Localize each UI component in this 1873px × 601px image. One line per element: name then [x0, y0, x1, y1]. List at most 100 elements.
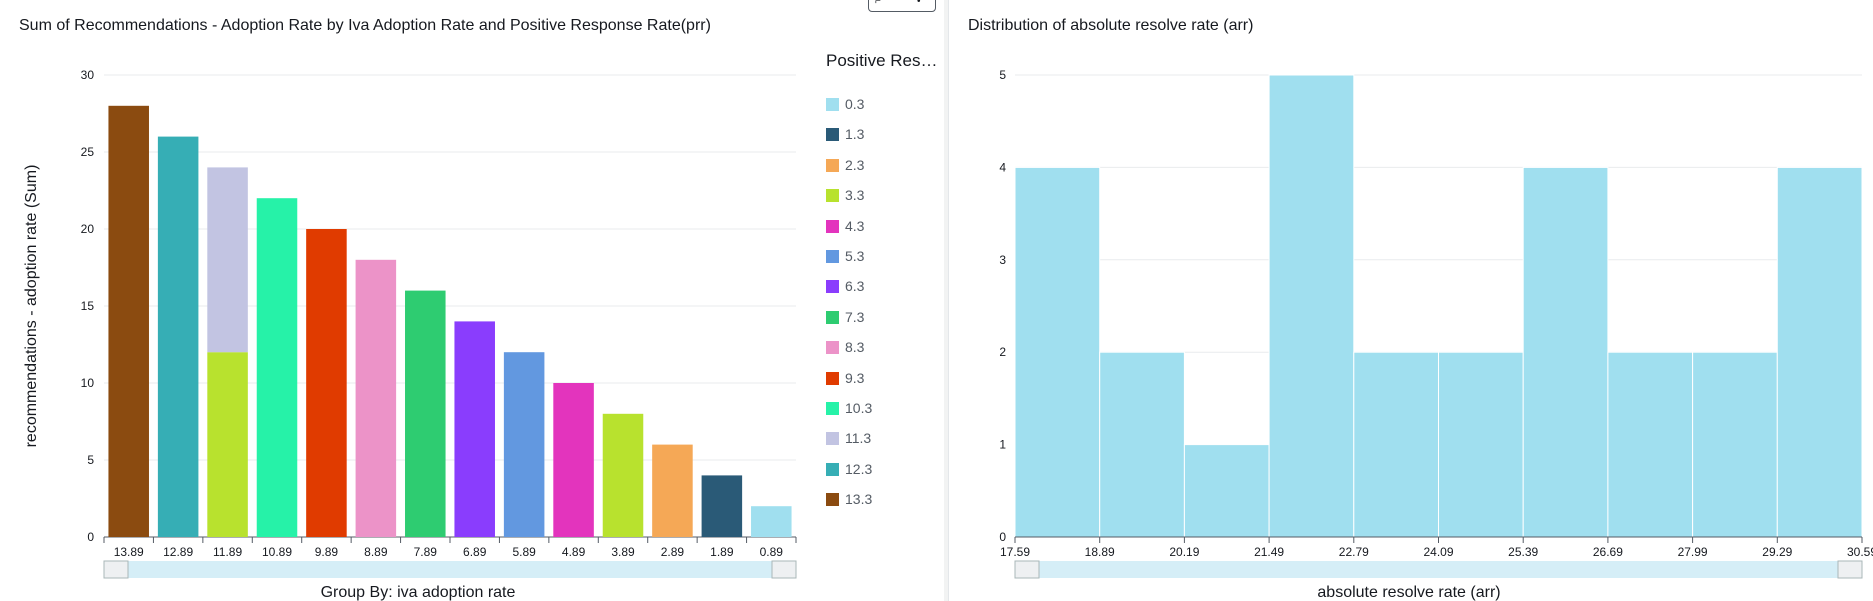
histogram-bar: [1607, 351, 1694, 538]
bar-segment: [355, 259, 397, 537]
panel-divider: [944, 0, 948, 601]
x-tick-label: 4.89: [562, 545, 586, 559]
scroll-track: [1015, 561, 1862, 578]
x-tick-label: 26.69: [1593, 545, 1623, 559]
scroll-handle-left: [103, 560, 129, 579]
left-chart-title: Sum of Recommendations - Adoption Rate b…: [19, 17, 711, 34]
legend-item[interactable]: 8.3: [826, 339, 864, 355]
x-tick-label: 13.89: [114, 545, 144, 559]
bar-segment: [751, 506, 792, 537]
legend-label: 5.3: [845, 248, 865, 264]
bar-segment: [454, 321, 495, 537]
x-tick-label: 10.89: [262, 545, 292, 559]
legend-label: 7.3: [845, 308, 865, 325]
x-tick-label: 3.89: [611, 545, 635, 559]
left-chart-panel: Sum of Recommendations - Adoption Rate b…: [19, 0, 945, 601]
x-tick-label: 0.89: [760, 545, 784, 559]
scroll-handle-right: [1837, 560, 1863, 579]
legend-swatch: [826, 493, 839, 507]
legend-label: 13.3: [845, 491, 873, 508]
bar-segment: [306, 229, 347, 537]
bar-segment: [701, 475, 743, 537]
panel-menu-button[interactable]: ⌐ •: [868, 0, 936, 12]
bar-segment: [652, 444, 693, 537]
legend-label: 12.3: [845, 460, 873, 477]
bar-segment: [256, 198, 298, 537]
histogram-bar: [1438, 351, 1524, 538]
x-tick-label: 25.39: [1508, 545, 1538, 559]
y-tick-label: 30: [81, 68, 95, 82]
legend-item[interactable]: 12.3: [826, 461, 872, 477]
y-tick-label: 1: [999, 438, 1006, 452]
legend-label: 3.3: [845, 187, 865, 204]
bar-segment: [157, 136, 199, 537]
legend-swatch: [826, 432, 839, 446]
histogram-bar: [1183, 444, 1270, 538]
right-chart-title: Distribution of absolute resolve rate (a…: [968, 17, 1254, 34]
legend-swatch: [826, 371, 839, 385]
legend-label: 4.3: [845, 217, 865, 234]
y-tick-label: 15: [81, 299, 95, 313]
x-tick-label: 21.49: [1254, 545, 1284, 559]
y-tick-label: 5: [87, 453, 94, 467]
legend-label: 8.3: [845, 339, 865, 356]
y-axis-label: recommendations - adoption rate (Sum): [23, 165, 40, 448]
histogram-bar: [1522, 166, 1609, 538]
bar-segment: [602, 413, 644, 537]
legend-title: Positive Res…: [826, 51, 938, 70]
x-tick-label: 9.89: [315, 545, 339, 559]
y-tick-label: 20: [81, 222, 95, 236]
x-tick-label: 27.99: [1678, 545, 1708, 559]
histogram-chart: 0 1 2 3 4 5 17.59 18.89 20.19 21.49 22.79 24.09 25.3…: [999, 68, 1873, 601]
legend-swatch: [826, 98, 839, 111]
legend-swatch: [826, 310, 839, 324]
legend-swatch: [826, 189, 839, 203]
legend-item[interactable]: 6.3: [826, 278, 864, 294]
bar-segment: [503, 352, 545, 537]
legend-item[interactable]: 11.3: [826, 430, 871, 446]
legend-swatch: [826, 462, 839, 476]
right-chart-panel: Distribution of absolute resolve rate (a…: [948, 0, 1873, 601]
legend-item[interactable]: 2.3: [826, 157, 864, 173]
legend-item[interactable]: 9.3: [826, 370, 864, 386]
y-tick-label: 3: [999, 253, 1006, 267]
legend-item[interactable]: 7.3: [826, 309, 864, 325]
legend-swatch: [826, 158, 839, 172]
x-tick-label: 18.89: [1085, 545, 1115, 559]
legend-swatch: [826, 128, 839, 142]
legend-item[interactable]: 1.3: [826, 126, 864, 142]
legend-swatch: [826, 219, 839, 233]
legend-item[interactable]: 13.3: [826, 491, 872, 507]
x-tick-label: 30.59: [1847, 545, 1873, 559]
legend-label: 2.3: [845, 156, 865, 173]
histogram-bar: [1776, 166, 1863, 538]
legend-swatch: [826, 280, 839, 294]
legend-swatch: [826, 402, 839, 415]
legend-label: 6.3: [845, 278, 865, 295]
stacked-bar-chart: 0 5 10 15 20 25 30 13.89 12.89 11.89 10.89 9.89 8.89…: [23, 68, 797, 601]
bar-segment: [108, 105, 149, 538]
legend-item[interactable]: 3.3: [826, 187, 864, 203]
y-tick-label: 5: [999, 68, 1006, 82]
x-tick-label: 7.89: [414, 545, 438, 559]
legend-label: 0.3: [845, 96, 865, 112]
bar-segment: [405, 290, 446, 537]
legend-item[interactable]: 10.3: [826, 400, 872, 416]
x-tick-label: 5.89: [512, 545, 536, 559]
x-tick-label: 22.79: [1339, 545, 1369, 559]
legend-item[interactable]: 4.3: [826, 218, 864, 234]
y-tick-label: 4: [999, 160, 1006, 174]
more-options-icon: •: [917, 0, 921, 7]
legend-label: 1.3: [845, 126, 865, 143]
expand-icon: ⌐: [875, 0, 881, 7]
legend-swatch: [826, 341, 839, 355]
legend-item[interactable]: 0.3: [826, 96, 864, 112]
x-tick-label: 6.89: [463, 545, 487, 559]
bar-segment: [207, 352, 248, 537]
legend-item[interactable]: 5.3: [826, 248, 864, 264]
x-tick-label: 1.89: [710, 545, 734, 559]
legend-swatch: [826, 250, 839, 263]
histogram-bar: [1014, 166, 1101, 538]
histogram-bar: [1268, 74, 1355, 538]
legend-label: 10.3: [845, 400, 873, 416]
